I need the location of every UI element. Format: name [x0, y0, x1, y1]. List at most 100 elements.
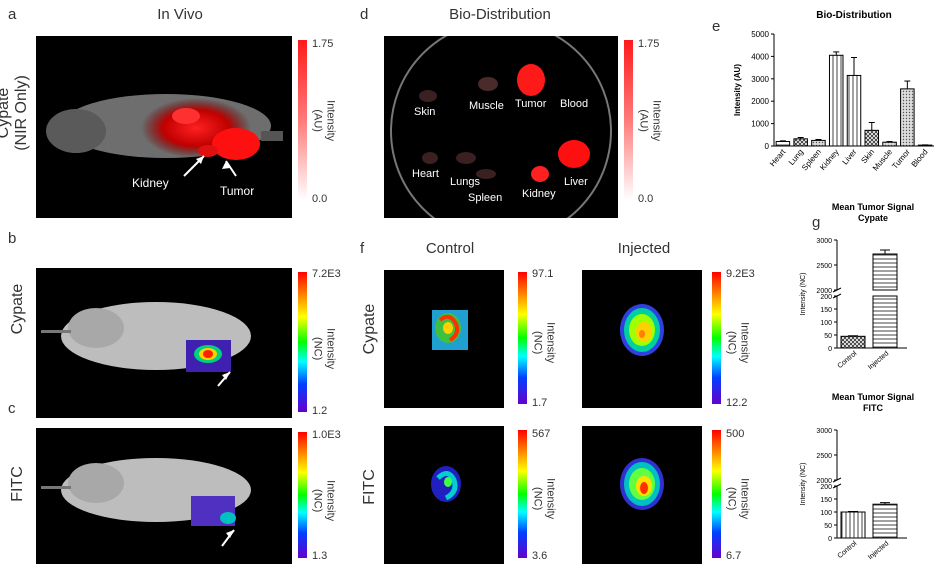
chart-g-xtick-label: Injected: [867, 350, 890, 371]
f-cypate-injected-svg: [620, 304, 664, 356]
chart-g-ytick-label: 200: [820, 294, 832, 301]
panel-b-row-label: Cypate: [9, 283, 26, 335]
organ-tumor: Tumor: [515, 98, 547, 110]
panel-b-cbar-label: Intensity (NC): [311, 319, 337, 379]
f-cbar-1-min: 1.7: [532, 397, 548, 409]
f-fitc-control-svg: [431, 466, 461, 502]
f-cbar-4: [712, 430, 721, 558]
panel-b-colorbar: [298, 272, 307, 412]
chart-g-xtick-label: Injected: [867, 540, 890, 561]
chart-g-xtick-label: Control: [836, 540, 858, 560]
panel-e-letter: e: [712, 18, 721, 35]
panel-c-cbar-label-l2: (NC): [312, 489, 324, 513]
panel-c-image: [36, 428, 292, 564]
f-cypate-control-image: [384, 270, 504, 408]
f-cypate-injected-image: [582, 270, 702, 408]
f-cbar-3-label-l2: (NC): [532, 487, 544, 511]
chart-e-bar: [775, 141, 791, 147]
organ-blood: Blood: [560, 98, 589, 110]
chart-e-bar: [882, 141, 897, 147]
panel-f-row-cypate: Cypate: [361, 303, 378, 355]
organ-liver: Liver: [564, 176, 588, 188]
chart-e-bar: [864, 129, 880, 147]
chart-e-ytick-label: 5000: [751, 30, 769, 39]
f-cbar-1: [518, 272, 527, 404]
panel-b-image: [36, 268, 292, 418]
panel-c-cbar-label-l1: Intensity: [324, 480, 337, 522]
chart-g-ytick-label: 2000: [816, 288, 832, 295]
chart-g-title-line: Mean Tumor Signal: [832, 202, 914, 212]
panel-a-cbar-label-l2: (AU): [312, 109, 324, 132]
col-control: Control: [425, 240, 475, 257]
panel-c-cbar-label: Intensity (NC): [311, 471, 337, 531]
f-cbar-2-label: Intensity (NC): [725, 313, 751, 373]
panel-a-image: Kidney Tumor: [36, 36, 292, 218]
panel-b-cbar-min: 1.2: [312, 405, 328, 417]
f-cbar-1-label-l2: (NC): [532, 331, 544, 355]
chart-g-ylabel: Intensity (NC): [800, 463, 807, 506]
f-cbar-3-min: 3.6: [532, 550, 548, 562]
chart-e-ytick-label: 3000: [751, 75, 769, 84]
chart-g-ytick-label: 2000: [816, 478, 832, 485]
chart-g-bar-upper: [872, 253, 898, 291]
panel-d-cbar-label-l2: (AU): [638, 109, 650, 132]
chart-e-bar: [846, 74, 862, 147]
chart-e-ytick-label: 4000: [751, 52, 769, 61]
panel-d-title: Bio-Distribution: [449, 6, 551, 23]
chart-g-ytick-label: 3000: [816, 238, 832, 245]
panel-c-colorbar: [298, 432, 307, 558]
f-cbar-3-max: 567: [532, 428, 551, 440]
chart-e-xtick-label: Liver: [840, 147, 858, 166]
chart-e-xtick-label: Kidney: [818, 148, 841, 173]
chart-g-ytick-label: 150: [820, 307, 832, 314]
chart-e-bar: [900, 88, 915, 147]
organ-spleen: Spleen: [468, 192, 503, 204]
panel-a-letter: a: [8, 6, 17, 23]
panel-f-letter: f: [360, 240, 365, 257]
panel-a-cbar-label: Intensity (AU): [311, 91, 337, 151]
f-cbar-2: [712, 272, 721, 404]
panel-d-image: Skin Muscle Tumor Blood Heart Lungs Sple…: [384, 36, 618, 218]
chart-g-ytick-label: 2500: [816, 453, 832, 460]
f-fitc-injected-image: [582, 426, 702, 564]
mouse-fitc-image: [41, 458, 251, 547]
chart-g-title-line: FITC: [863, 403, 883, 413]
panel-d-colorbar: [624, 40, 633, 200]
panel-a-row-label: Cypate (NIR Only): [0, 58, 31, 168]
chart-g-ytick-label: 100: [820, 510, 832, 517]
chart-e-xtick-label: Heart: [768, 147, 788, 168]
col-injected: Injected: [617, 240, 671, 257]
panel-a-title: In Vivo: [157, 6, 203, 23]
f-cbar-2-max: 9.2E3: [726, 268, 755, 280]
chart-g-ytick-label: 2500: [816, 263, 832, 270]
panel-g-letter: g: [812, 214, 821, 231]
f-cbar-3: [518, 430, 527, 558]
panel-f-row-fitc: FITC: [361, 469, 378, 505]
panel-a-cbar-max: 1.75: [312, 38, 334, 50]
f-cbar-2-label-l1: Intensity: [738, 322, 751, 364]
chart-e-ytick-label: 1000: [751, 120, 769, 129]
f-cbar-1-max: 97.1: [532, 268, 554, 280]
chart-e-biodistribution: Bio-Distribution 0 1000 2000 3000 4000 5000 Int…: [733, 10, 934, 173]
panel-a-cbar-label-l1: Intensity: [324, 100, 337, 142]
chart-g-ytick-label: 50: [824, 333, 832, 340]
chart-e-bar: [811, 139, 826, 147]
organ-kidney: Kidney: [522, 188, 556, 200]
panel-a-row-label-line1: Cypate: [0, 87, 12, 139]
chart-g-ytick-label: 100: [820, 320, 832, 327]
chart-g-title-line: Mean Tumor Signal: [832, 392, 914, 402]
f-cbar-1-label: Intensity (NC): [531, 313, 557, 373]
chart-g-ylabel: Intensity (NC): [800, 273, 807, 316]
panel-a-colorbar: [298, 40, 307, 200]
chart-e-bar: [828, 54, 844, 147]
panel-b-letter: b: [8, 230, 17, 247]
label-tumor: Tumor: [220, 184, 255, 198]
f-cbar-3-label: Intensity (NC): [531, 469, 557, 529]
panel-d-cbar-label-l1: Intensity: [650, 100, 663, 142]
f-cbar-4-label: Intensity (NC): [725, 469, 751, 529]
f-cbar-2-min: 12.2: [726, 397, 748, 409]
panel-d-letter: d: [360, 6, 369, 23]
chart-e-ylabel: Intensity (AU): [733, 64, 742, 116]
chart-g-bar: [872, 503, 898, 539]
